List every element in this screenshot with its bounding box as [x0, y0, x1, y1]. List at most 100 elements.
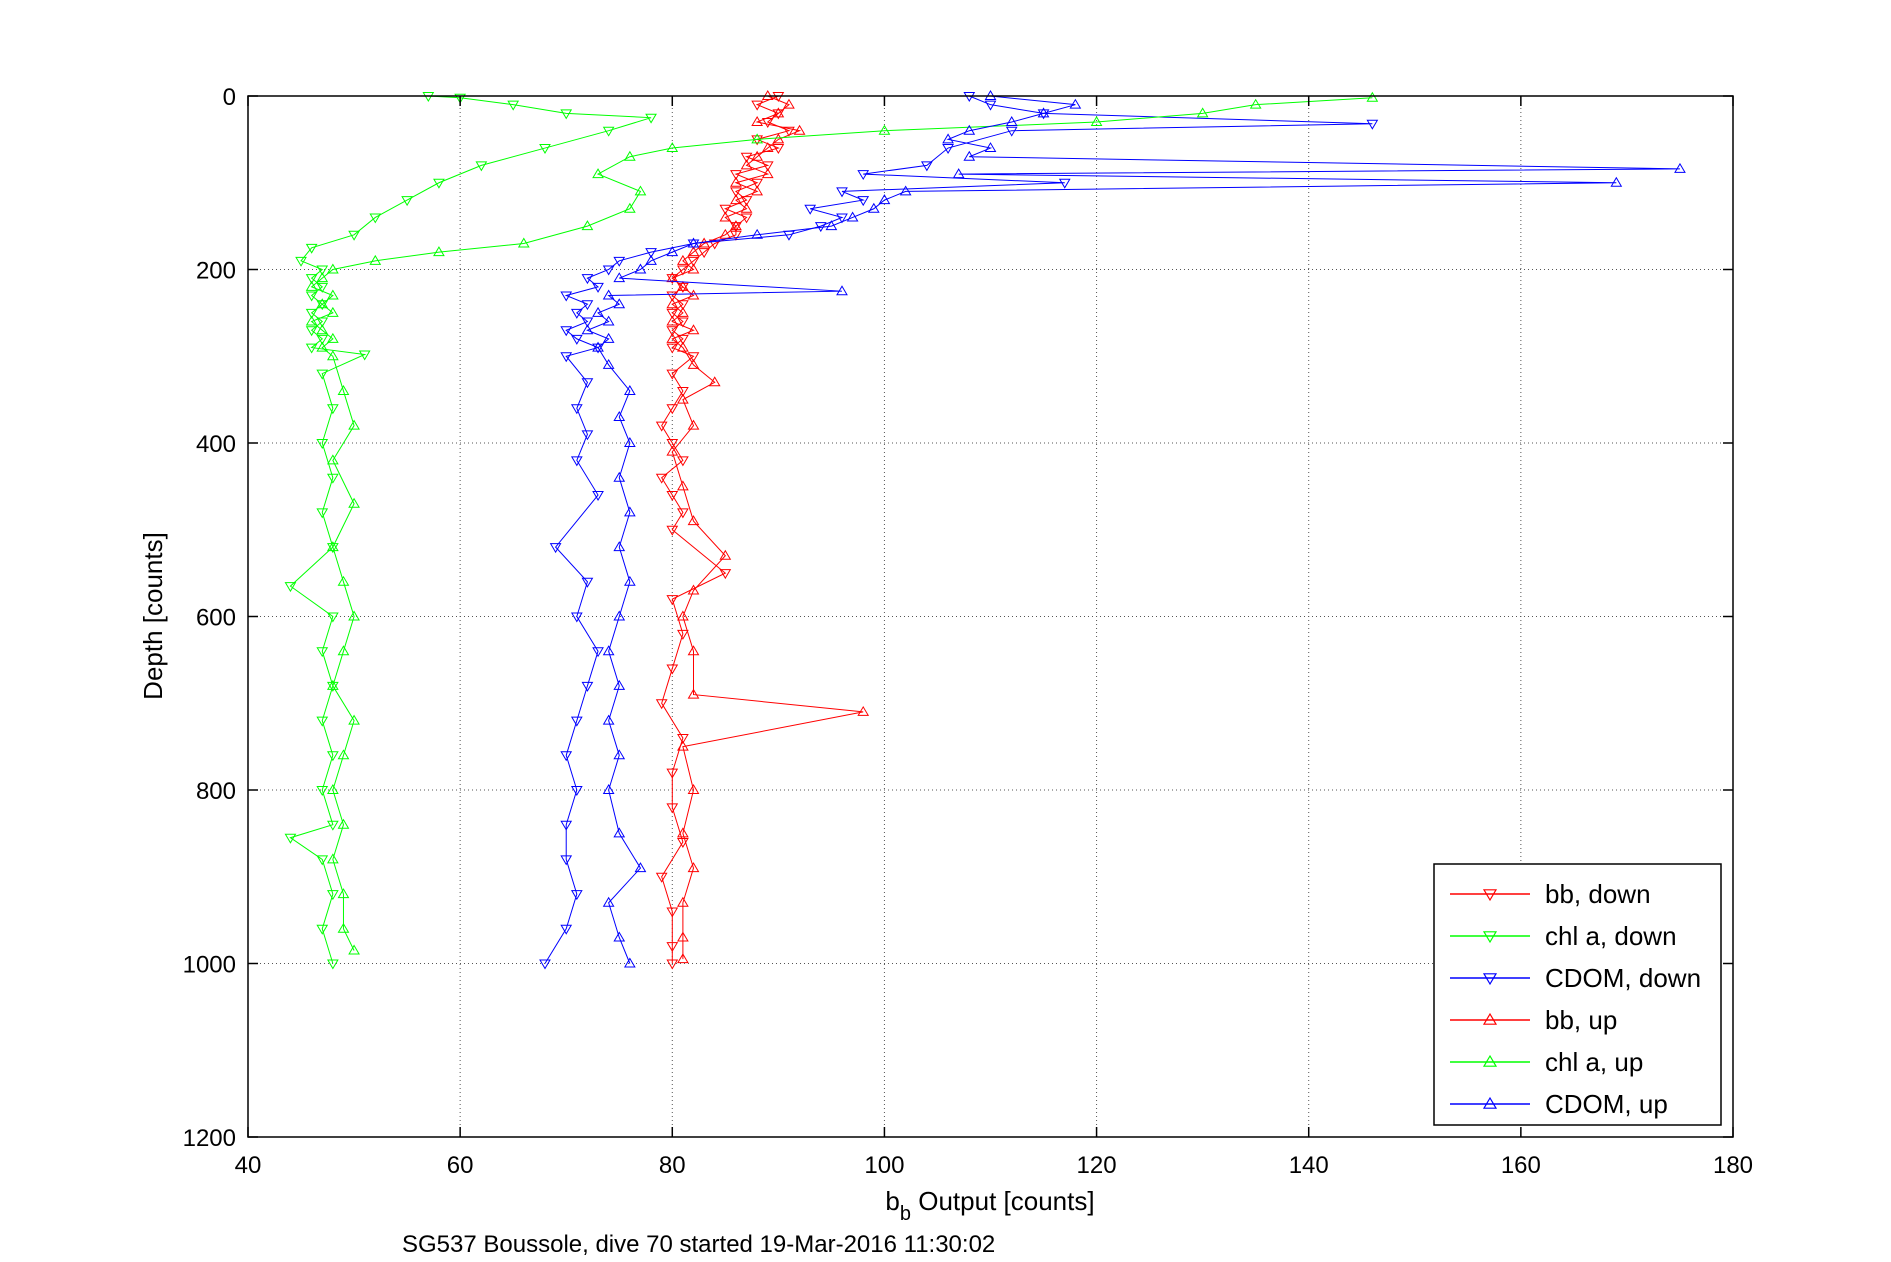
data-point [517, 237, 530, 248]
data-point [677, 393, 689, 404]
data-point [666, 664, 679, 675]
data-point [475, 161, 488, 172]
data-point [687, 246, 700, 257]
data-point [677, 334, 689, 345]
data-point [878, 124, 891, 135]
data-point [592, 341, 604, 352]
y-tick-label: 800 [196, 778, 236, 805]
data-point [751, 133, 764, 144]
data-point [560, 924, 573, 935]
data-point [1610, 176, 1623, 187]
data-point [645, 254, 657, 265]
data-point [666, 369, 679, 380]
data-point [581, 300, 594, 311]
data-point [687, 419, 700, 430]
data-point [857, 196, 870, 207]
data-point [677, 740, 689, 751]
data-point [677, 629, 689, 640]
x-tick-label: 140 [1289, 1152, 1329, 1179]
data-point [666, 298, 679, 309]
data-point [326, 543, 339, 554]
data-point [316, 924, 329, 935]
data-point [761, 168, 774, 179]
data-point [677, 733, 689, 744]
data-point [613, 610, 626, 621]
data-point [761, 118, 774, 129]
data-point [326, 751, 339, 762]
data-point [687, 289, 700, 300]
y-tick-label: 400 [196, 431, 236, 458]
data-point [666, 142, 679, 153]
data-point [666, 404, 679, 415]
data-point [666, 246, 679, 257]
data-point [284, 582, 297, 593]
data-point [581, 577, 594, 588]
data-point [666, 595, 679, 606]
data-point [666, 959, 679, 970]
data-point [740, 152, 753, 163]
data-point [719, 204, 732, 215]
data-point [634, 862, 647, 873]
x-tick-label: 80 [659, 1152, 686, 1179]
data-point [1196, 107, 1209, 118]
data-point [804, 204, 817, 215]
data-point [1058, 178, 1071, 189]
data-point [570, 456, 583, 467]
x-axis-label: bb Output [counts] [885, 1186, 1094, 1225]
data-point [316, 786, 329, 796]
data-point [337, 888, 350, 899]
data-point [316, 298, 329, 309]
data-point [348, 230, 360, 241]
data-point [825, 220, 838, 231]
data-point [666, 525, 679, 536]
data-point [623, 150, 636, 161]
data-point [666, 445, 679, 456]
data-point [348, 419, 360, 430]
data-point [666, 907, 679, 918]
data-point [613, 256, 626, 267]
data-point [326, 959, 339, 970]
data-point [602, 714, 615, 725]
data-point [1005, 116, 1018, 127]
data-point [623, 506, 636, 517]
data-point [602, 896, 615, 907]
data-point [560, 109, 573, 120]
data-point [655, 421, 668, 432]
data-point [740, 202, 753, 213]
data-point [687, 358, 700, 369]
legend-label: chl a, down [1545, 921, 1677, 951]
x-tick-label: 60 [447, 1152, 474, 1179]
data-point [984, 142, 997, 153]
data-point [751, 100, 764, 111]
data-point [560, 352, 573, 363]
data-point [613, 272, 626, 283]
data-point [305, 343, 318, 354]
legend: bb, down chl a, down CDOM, down bb, up chl a… [1433, 863, 1722, 1126]
data-point [581, 378, 594, 389]
data-point [305, 274, 318, 285]
data-point [751, 150, 764, 161]
data-point [326, 890, 339, 901]
data-point [846, 211, 859, 222]
grid [248, 96, 1733, 1137]
data-point [316, 265, 329, 276]
data-point [401, 196, 413, 207]
data-point [592, 343, 604, 354]
data-point [433, 178, 445, 189]
series-line [544, 95, 1373, 964]
data-point [666, 308, 679, 319]
data-point [666, 315, 679, 326]
series-line [310, 97, 1373, 951]
data-point [655, 473, 668, 484]
data-point [305, 243, 318, 254]
data-point [655, 872, 668, 883]
data-point [730, 222, 742, 233]
data-point [761, 142, 774, 153]
y-tick-label: 600 [196, 605, 236, 632]
data-point [316, 272, 329, 283]
data-point [592, 306, 604, 317]
data-point [581, 430, 594, 441]
data-point [1090, 116, 1103, 127]
data-point [337, 645, 350, 656]
legend-marker-swatch [1482, 889, 1498, 902]
